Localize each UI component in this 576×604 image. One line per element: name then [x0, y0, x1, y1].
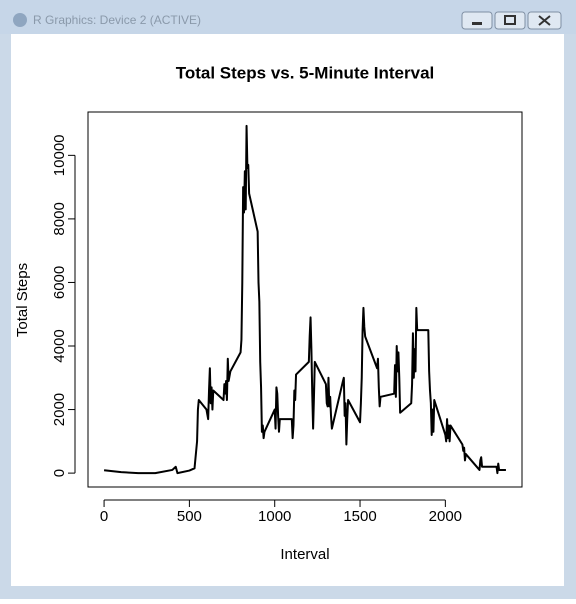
y-tick-label: 2000: [51, 393, 68, 426]
y-tick-label: 0: [51, 469, 68, 477]
plot-device: [11, 34, 564, 586]
minimize-button[interactable]: [461, 11, 493, 30]
data-line: [103, 124, 506, 475]
x-tick-label: 0: [100, 508, 108, 525]
r-icon: [13, 13, 27, 27]
x-axis-label: Interval: [280, 546, 329, 563]
window-title: R Graphics: Device 2 (ACTIVE): [33, 13, 201, 27]
x-tick-label: 500: [177, 508, 202, 525]
x-tick-label: 1000: [258, 508, 291, 525]
x-tick-label: 1500: [343, 508, 376, 525]
y-tick-label: 10000: [51, 134, 68, 176]
maximize-button[interactable]: [494, 11, 526, 30]
y-axis-label: Total Steps: [14, 263, 31, 337]
plot-box: [87, 111, 523, 488]
y-tick-label: 4000: [51, 329, 68, 362]
y-tick-label: 6000: [51, 266, 68, 299]
minimize-icon: [472, 22, 482, 25]
close-icon: [538, 15, 551, 26]
chart-title: Total Steps vs. 5-Minute Interval: [176, 63, 435, 82]
maximize-icon: [504, 15, 516, 25]
x-tick-label: 2000: [429, 508, 462, 525]
y-tick-label: 8000: [51, 202, 68, 235]
